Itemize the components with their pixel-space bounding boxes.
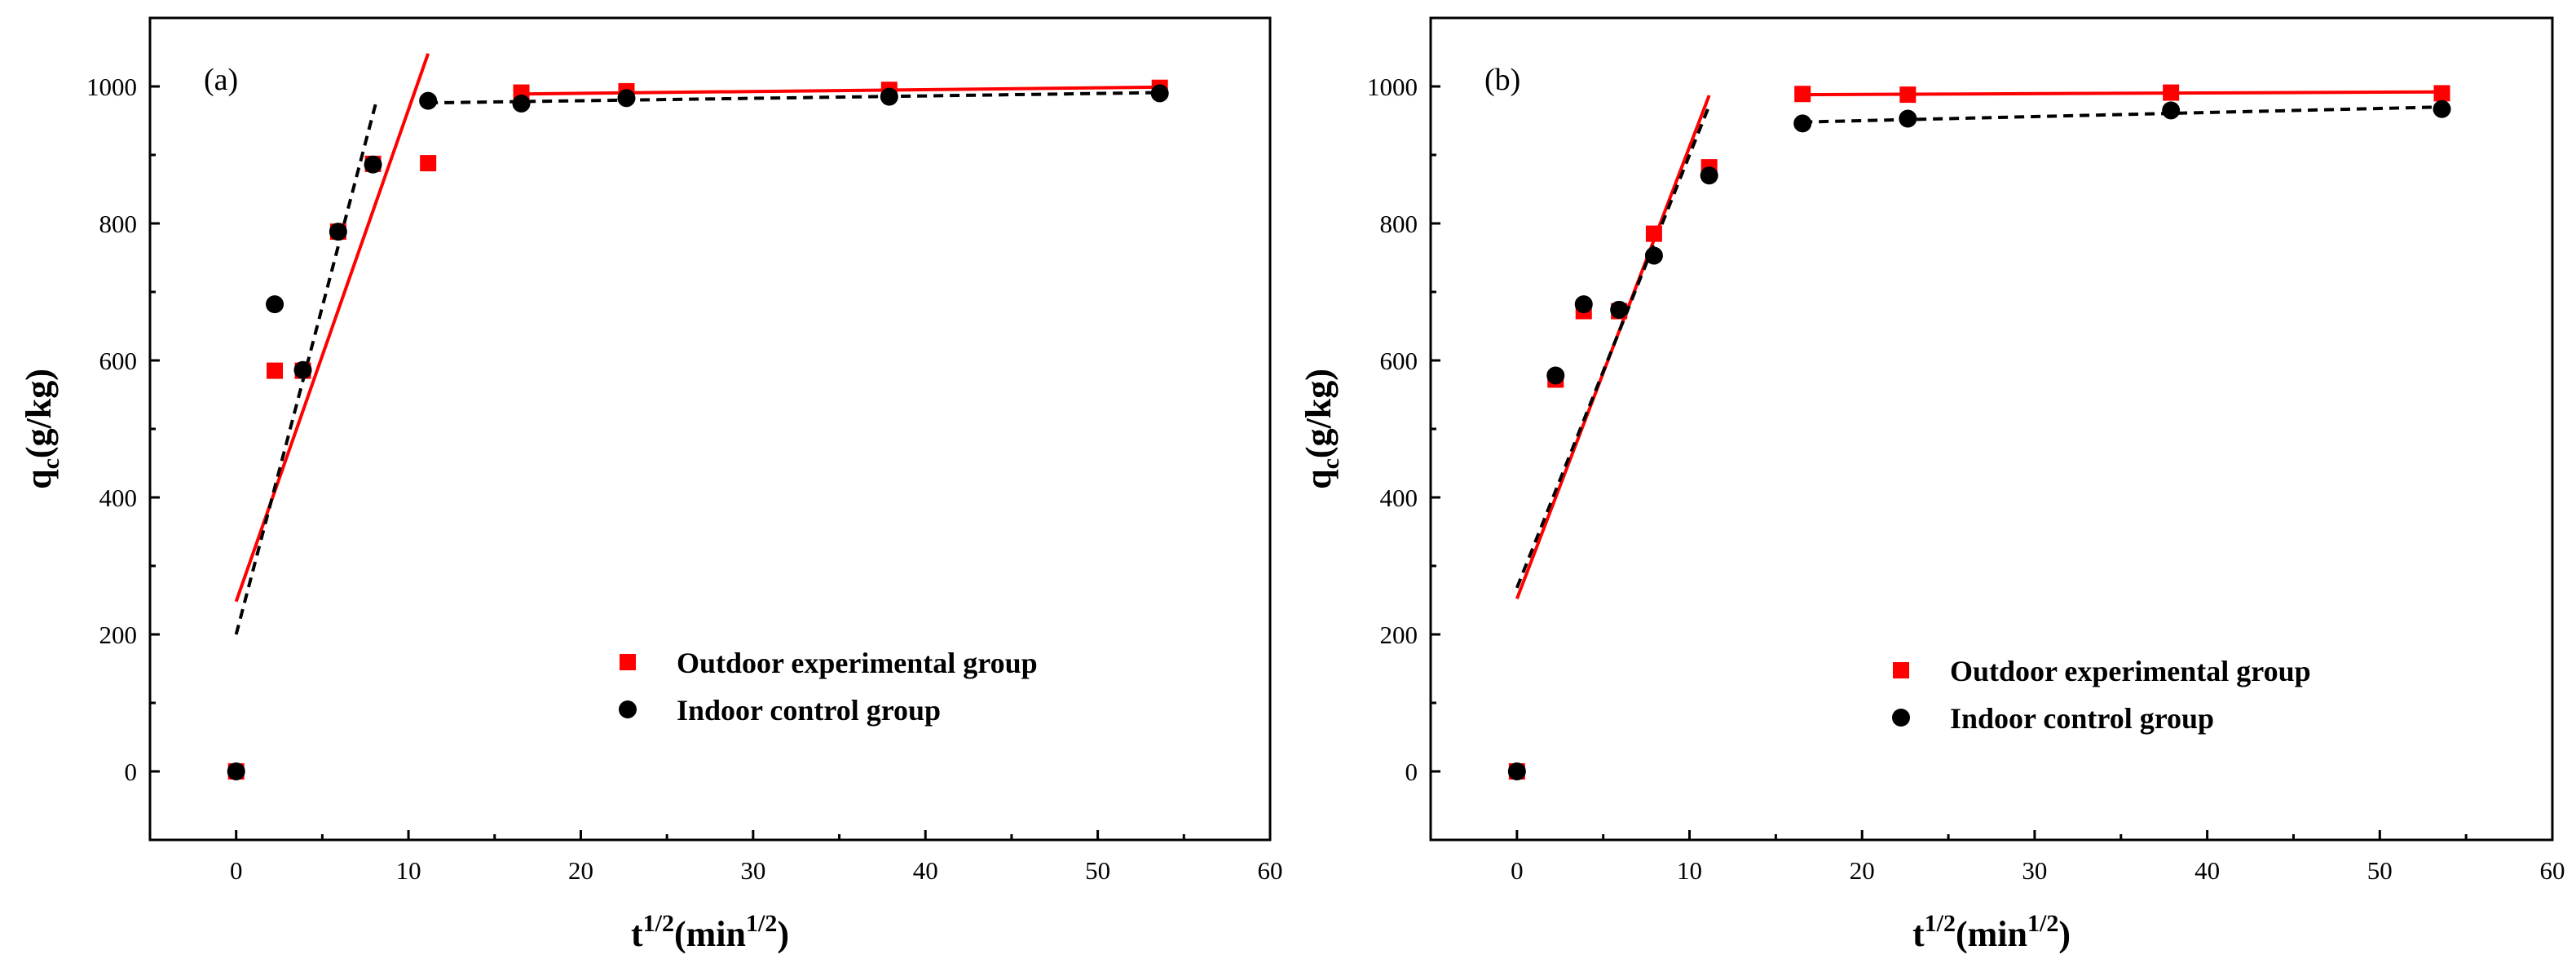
panel-b-point-indoor [1700,166,1718,185]
y-title-unit: (g/kg) [19,369,59,458]
panel-a-point-indoor [364,155,382,174]
panel-b-point-indoor [1644,246,1663,265]
panel-b-legend-label-indoor: Indoor control group [1950,702,2214,735]
panel-a-point-indoor [329,223,347,241]
panel-a-point-outdoor [420,155,437,172]
panel-a-point-indoor [512,95,531,113]
panel-b-point-outdoor [2163,84,2180,101]
panel-b-y-tick-label: 800 [1380,210,1418,238]
y-title-base: q [19,469,59,489]
panel-a-x-tick-label: 20 [568,856,593,885]
x-title-sup: 1/2 [1925,910,1956,937]
panel-b-y-tick-label: 400 [1380,484,1418,512]
x-title-unit: (min [674,914,746,954]
panel-b-point-indoor [1546,366,1565,385]
panel-a-point-indoor [293,360,312,379]
panel-a-fit-line-indoor [234,103,377,635]
panel-b-fit-line-indoor [1802,105,2442,124]
panel-b-x-tick-label: 50 [2367,856,2393,885]
panel-a-x-tick-label: 50 [1085,856,1110,885]
panel-a-y-axis-title: qc(g/kg) [19,369,64,489]
panel-b-fit-line-outdoor [1515,95,1711,600]
x-title-base: t [631,914,643,954]
panel-b-y-tick-label: 600 [1380,347,1418,375]
panel-b-legend-marker-outdoor [1893,662,1909,678]
panel-a-x-tick-label: 40 [913,856,938,885]
panel-b-legend-marker-indoor [1892,709,1910,727]
x-title-unit-sup: 1/2 [2027,910,2058,937]
panel-a-fit-line-indoor [428,91,1160,105]
panel-b-x-tick-label: 20 [1850,856,1875,885]
panel-b-point-indoor [1793,114,1812,133]
panel-b-x-axis-title: t1/2(min1/2) [1912,910,2071,954]
panel-b-y-tick-label: 0 [1405,758,1418,786]
panel-a-point-indoor [266,295,285,314]
panel-a-x-tick-label: 0 [230,856,243,885]
panel-a-point-indoor [880,87,898,106]
y-title-sub: c [1317,458,1344,469]
panel-b-point-outdoor [2433,85,2450,102]
panel-a-y-tick-label: 600 [99,347,138,375]
panel-a-point-indoor [227,762,245,780]
panel-b-point-indoor [2433,99,2451,118]
panel-b-x-tick-label: 60 [2540,856,2565,885]
panel-b-point-outdoor [1645,225,1662,242]
panel-a-x-axis-title: t1/2(min1/2) [631,910,789,954]
panel-b-x-tick-label: 40 [2194,856,2220,885]
panel-b-point-indoor [1899,109,1917,128]
panel-a-point-indoor [617,89,636,108]
x-title-sup: 1/2 [643,910,674,937]
panel-a-y-tick-label: 400 [99,484,138,512]
panel-a-label: (a) [204,63,238,97]
x-title-close: ) [2058,914,2071,954]
panel-a-legend-marker-outdoor [620,654,636,670]
panel-a-y-tick-label: 800 [99,210,138,238]
panel-b-fit-line-outdoor [1802,90,2442,97]
panel-b-x-tick-label: 30 [2022,856,2047,885]
x-title-unit: (min [1956,914,2027,954]
panel-a-fit-line-outdoor [234,53,430,603]
panel-b-point-indoor [1507,762,1526,780]
x-title-unit-sup: 1/2 [746,910,777,937]
panel-b-point-indoor [1610,300,1629,319]
panel-a-y-tick-label: 0 [125,758,138,786]
panel-b-y-axis-title: qc(g/kg) [1299,369,1344,489]
panel-b-y-tick-label: 1000 [1367,73,1418,101]
panel-b-point-indoor [2162,101,2181,120]
panel-b-point-indoor [1574,295,1593,314]
panel-a-x-tick-label: 30 [740,856,765,885]
panel-a-point-outdoor [267,362,284,379]
y-title-unit: (g/kg) [1299,369,1339,458]
panel-b-x-tick-label: 10 [1677,856,1702,885]
panel-b-point-outdoor [1899,86,1917,104]
panel-a-point-indoor [419,91,438,110]
y-title-base: q [1299,469,1339,489]
x-title-close: ) [777,914,789,954]
panel-a-legend-label-indoor: Indoor control group [677,694,941,727]
panel-b-point-outdoor [1794,86,1811,103]
panel-a-y-tick-label: 1000 [86,73,137,101]
x-title-base: t [1912,914,1925,954]
panel-a-point-indoor [1150,84,1169,103]
panel-a-legend-marker-indoor [619,700,637,718]
panel-a-x-tick-label: 60 [1258,856,1283,885]
panel-b-legend-label-outdoor: Outdoor experimental group [1950,655,2311,687]
panel-a-y-tick-label: 200 [99,621,138,649]
panel-b-x-tick-label: 0 [1511,856,1524,885]
panel-b-label: (b) [1484,63,1520,97]
y-title-sub: c [37,458,64,469]
panel-b-fit-line-indoor [1515,104,1711,589]
panel-a-x-tick-label: 10 [396,856,421,885]
panel-b-y-tick-label: 200 [1380,621,1418,649]
panel-a-legend-label-outdoor: Outdoor experimental group [677,647,1038,679]
